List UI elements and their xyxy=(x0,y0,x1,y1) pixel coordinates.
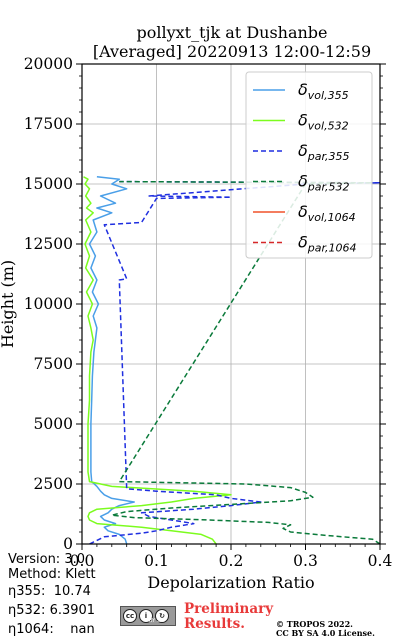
method-text: Method: Klett xyxy=(8,567,96,582)
preliminary-line1: Preliminary xyxy=(184,601,274,617)
sa-icon: ↻ xyxy=(155,609,169,623)
series-line-par-532 xyxy=(111,180,380,544)
x-axis-label: Depolarization Ratio xyxy=(147,573,314,592)
eta1064-text: η1064: nan xyxy=(8,622,95,637)
copyright-notice: © TROPOS 2022. CC BY SA 4.0 License. xyxy=(276,620,375,638)
version-text: Version: 3.0 xyxy=(8,552,85,567)
copyright-line1: © TROPOS 2022. xyxy=(276,619,353,629)
y-tick-label: 15000 xyxy=(24,175,73,193)
chart-title: pollyxt_tjk at Dushanbe xyxy=(136,23,327,42)
x-tick-label: 0.1 xyxy=(144,552,169,570)
y-tick-label: 12500 xyxy=(24,235,73,253)
series-line-par-355 xyxy=(89,180,380,544)
by-icon: i xyxy=(139,609,153,623)
axis-ticks: 0.0 0.1 0.2 0.3 0.4 0 2500 5000 7500 10000 12500 15… xyxy=(24,55,393,570)
legend: δvol,355 δvol,532 δpar,355 δpar,532 δvol,106… xyxy=(245,71,373,259)
copyright-line2: CC BY SA 4.0 License. xyxy=(276,628,375,638)
y-tick-label: 2500 xyxy=(34,475,73,493)
y-tick-label: 17500 xyxy=(24,115,73,133)
y-axis-label: Height (m) xyxy=(0,260,17,348)
preliminary-results-label: Preliminary Results. xyxy=(184,602,273,632)
preliminary-line2: Results. xyxy=(184,616,245,632)
legend-label: δpar,355 xyxy=(298,141,350,163)
y-tick-label: 10000 xyxy=(24,295,73,313)
legend-label: δvol,1064 xyxy=(298,202,356,224)
legend-label: δvol,355 xyxy=(298,80,349,102)
x-tick-label: 0.0 xyxy=(70,552,95,570)
y-tick-label: 7500 xyxy=(34,355,73,373)
eta532-text: η532: 6.3901 xyxy=(8,603,96,618)
cc-icon: cc xyxy=(123,609,137,623)
eta355-text: η355: 10.74 xyxy=(8,584,91,599)
x-tick-label: 0.3 xyxy=(293,552,318,570)
series-line-vol-355 xyxy=(88,176,135,544)
chart-subtitle: [Averaged] 20220913 12:00-12:59 xyxy=(93,42,371,61)
y-tick-label: 0 xyxy=(63,535,73,553)
legend-label: δpar,1064 xyxy=(298,233,357,255)
series-layer xyxy=(83,176,380,544)
series-line-vol-532 xyxy=(83,176,232,544)
y-tick-label: 5000 xyxy=(34,415,73,433)
x-tick-label: 0.2 xyxy=(219,552,244,570)
y-tick-label: 20000 xyxy=(24,55,73,73)
cc-badge-text: BY SA xyxy=(149,618,164,624)
cc-license-badge: cc i ↻ BY SA xyxy=(120,606,176,626)
legend-label: δvol,532 xyxy=(298,111,349,133)
x-tick-label: 0.4 xyxy=(368,552,393,570)
legend-label: δpar,532 xyxy=(298,172,350,194)
